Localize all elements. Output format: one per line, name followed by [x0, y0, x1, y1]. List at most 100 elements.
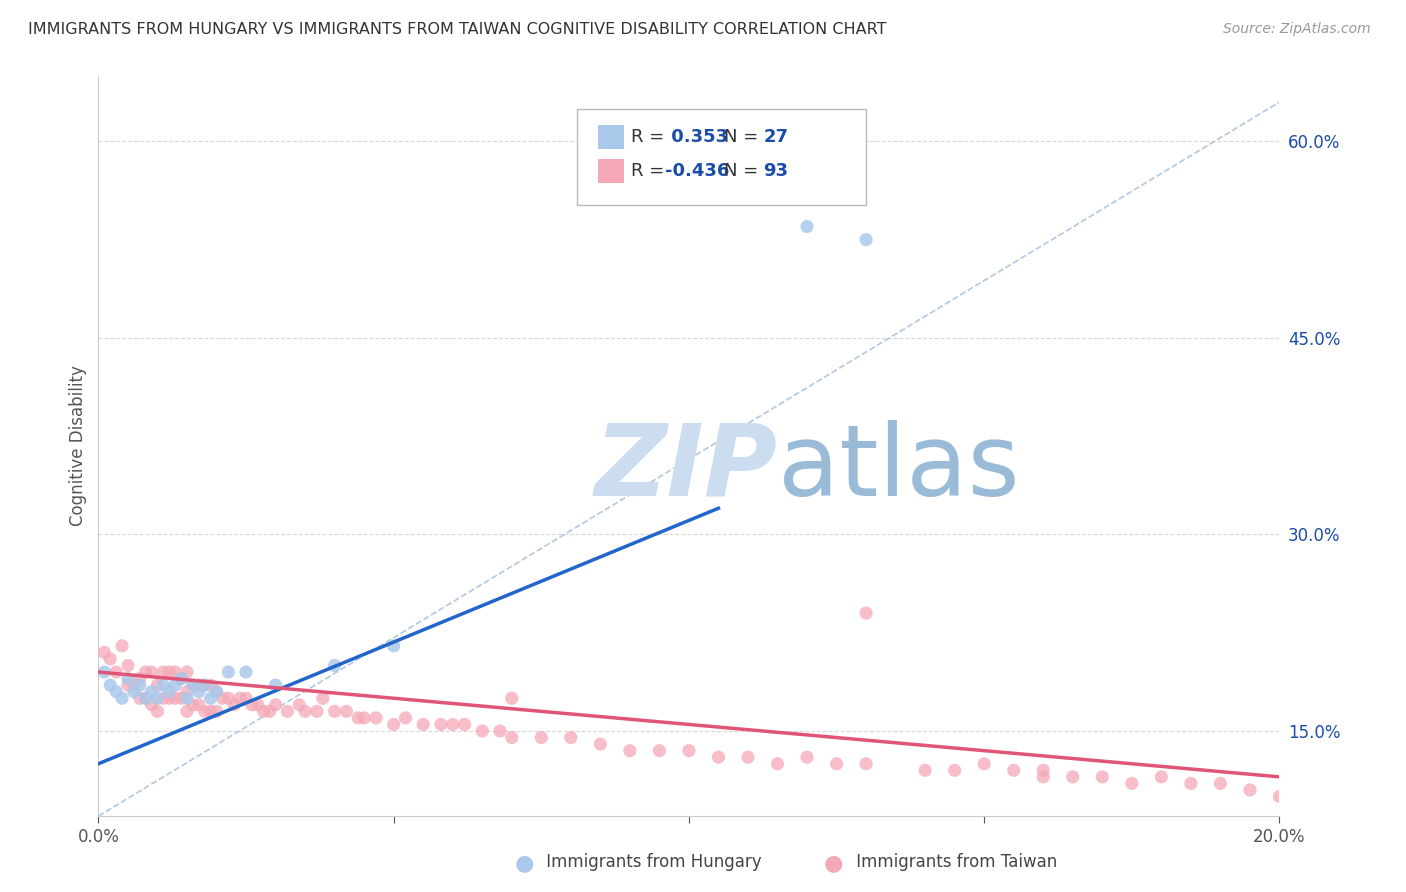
Text: N =: N = — [724, 128, 765, 146]
Point — [181, 678, 204, 692]
Point — [135, 691, 157, 706]
Point — [128, 691, 150, 706]
Point — [181, 698, 204, 712]
Point — [766, 756, 789, 771]
Point — [117, 658, 139, 673]
Point — [122, 678, 145, 692]
Text: R =: R = — [631, 128, 671, 146]
Point — [157, 691, 180, 706]
Point — [1091, 770, 1114, 784]
FancyBboxPatch shape — [576, 109, 866, 205]
Point — [259, 704, 281, 718]
Point — [323, 658, 346, 673]
Text: 0.353: 0.353 — [665, 128, 728, 146]
Text: Source: ZipAtlas.com: Source: ZipAtlas.com — [1223, 22, 1371, 37]
Point — [117, 672, 139, 686]
Point — [200, 691, 222, 706]
Point — [305, 704, 328, 718]
Point — [200, 704, 222, 718]
Point — [194, 678, 217, 692]
Point — [235, 691, 257, 706]
Point — [187, 698, 209, 712]
Point — [973, 756, 995, 771]
Point — [796, 750, 818, 764]
Point — [217, 665, 239, 679]
Point — [288, 698, 311, 712]
Text: Immigrants from Taiwan: Immigrants from Taiwan — [851, 854, 1057, 871]
Point — [157, 684, 180, 698]
Point — [353, 711, 375, 725]
Point — [224, 698, 246, 712]
Point — [264, 698, 287, 712]
Point — [364, 711, 387, 725]
Point — [111, 691, 134, 706]
Point — [589, 737, 612, 751]
Point — [441, 717, 464, 731]
Point — [707, 750, 730, 764]
Point — [737, 750, 759, 764]
Point — [141, 684, 163, 698]
Point — [489, 724, 512, 739]
Point — [93, 645, 115, 659]
Bar — [598, 126, 624, 149]
Point — [276, 704, 298, 718]
Text: Immigrants from Hungary: Immigrants from Hungary — [541, 854, 762, 871]
Point — [235, 665, 257, 679]
Point — [152, 678, 174, 692]
Point — [394, 711, 416, 725]
Point — [187, 678, 209, 692]
Point — [157, 665, 180, 679]
Point — [1239, 783, 1261, 797]
Point — [943, 764, 966, 778]
Point — [1062, 770, 1084, 784]
Point — [264, 678, 287, 692]
Text: R =: R = — [631, 161, 671, 179]
Point — [211, 691, 233, 706]
Point — [501, 691, 523, 706]
Point — [98, 678, 121, 692]
Text: IMMIGRANTS FROM HUNGARY VS IMMIGRANTS FROM TAIWAN COGNITIVE DISABILITY CORRELATI: IMMIGRANTS FROM HUNGARY VS IMMIGRANTS FR… — [28, 22, 887, 37]
Text: 27: 27 — [763, 128, 789, 146]
Point — [382, 639, 405, 653]
Point — [181, 678, 204, 692]
Point — [312, 691, 335, 706]
Point — [796, 219, 818, 234]
Point — [111, 639, 134, 653]
Point — [1032, 770, 1054, 784]
Point — [1268, 789, 1291, 804]
Point — [205, 704, 228, 718]
Point — [471, 724, 494, 739]
Point — [678, 744, 700, 758]
Point — [825, 756, 848, 771]
Point — [1002, 764, 1025, 778]
Point — [453, 717, 475, 731]
Point — [165, 665, 187, 679]
Point — [170, 672, 193, 686]
Point — [914, 764, 936, 778]
Text: ZIP: ZIP — [595, 420, 778, 516]
Point — [246, 698, 269, 712]
Point — [141, 698, 163, 712]
Point — [382, 717, 405, 731]
Point — [501, 731, 523, 745]
Bar — [598, 160, 624, 183]
Point — [194, 678, 217, 692]
Point — [530, 731, 553, 745]
Point — [170, 691, 193, 706]
Text: 93: 93 — [763, 161, 789, 179]
Point — [205, 684, 228, 698]
Point — [146, 691, 169, 706]
Point — [135, 665, 157, 679]
Point — [294, 704, 316, 718]
Point — [194, 704, 217, 718]
Text: -0.436: -0.436 — [665, 161, 730, 179]
Text: ●: ● — [824, 854, 844, 873]
Point — [619, 744, 641, 758]
Point — [205, 684, 228, 698]
Point — [1150, 770, 1173, 784]
Point — [1209, 776, 1232, 790]
Point — [200, 678, 222, 692]
Point — [128, 678, 150, 692]
Point — [855, 756, 877, 771]
Point — [176, 665, 198, 679]
